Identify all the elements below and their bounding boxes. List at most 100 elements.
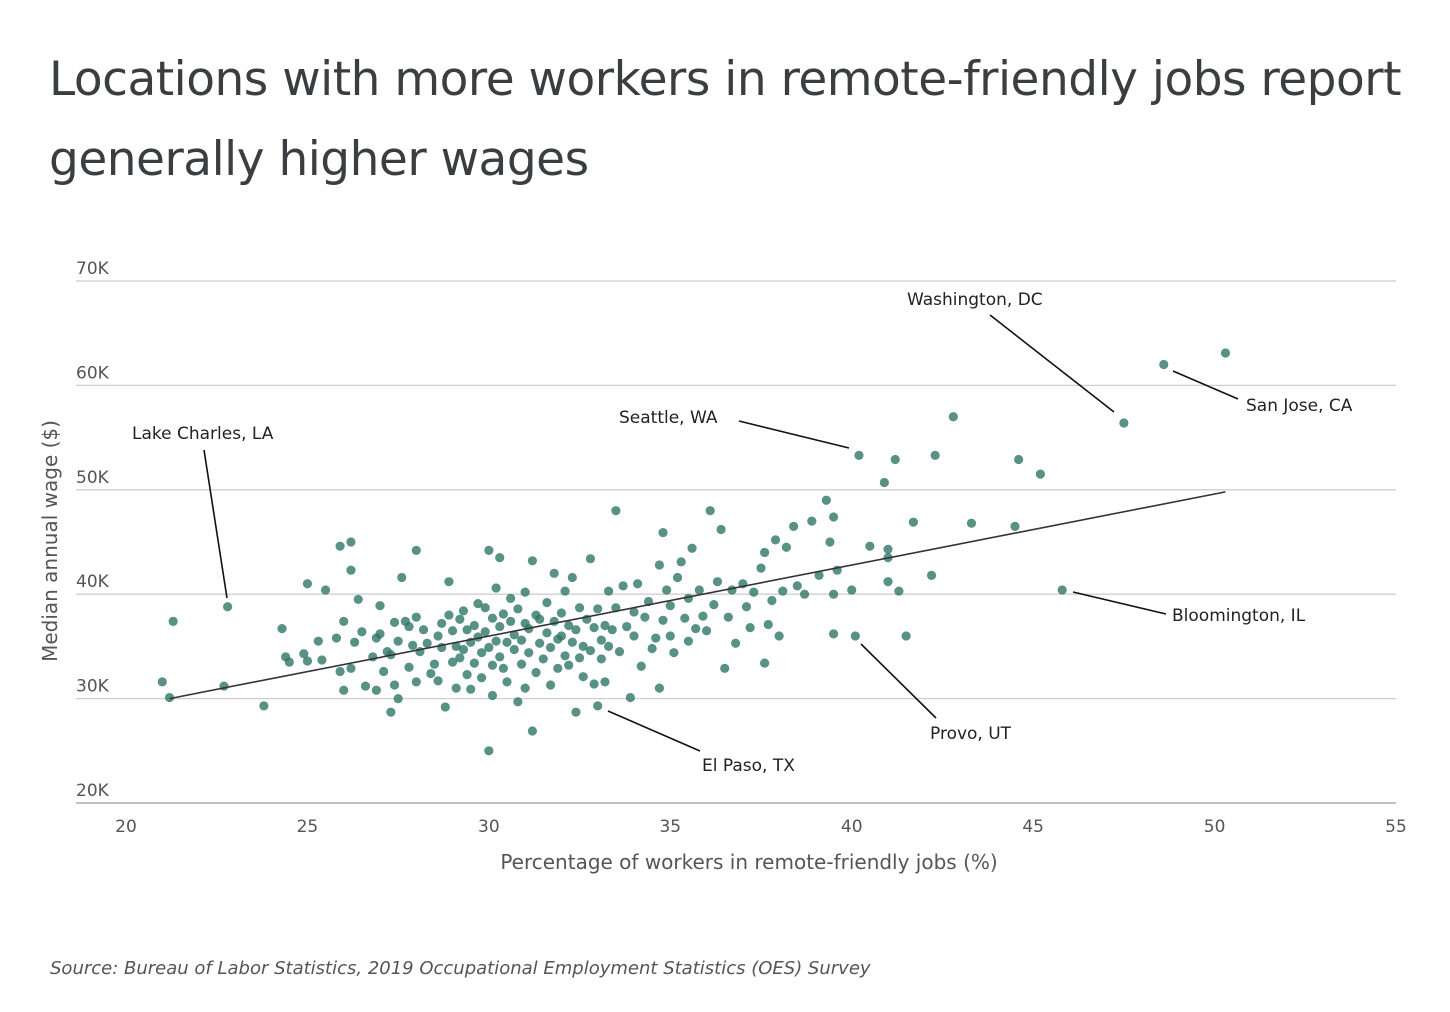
data-point [535,614,545,624]
data-point [760,658,770,668]
data-point [350,637,360,647]
data-point [890,454,900,465]
data-point [691,624,701,634]
data-point [658,615,668,625]
data-point [480,627,490,637]
x-tick-label: 40 [841,817,863,837]
data-point [444,610,454,620]
annotation-leader-line [860,643,937,719]
data-point [346,663,356,673]
data-point [335,666,345,677]
data-point [393,636,403,646]
data-point [469,658,479,668]
data-point [339,685,349,695]
x-tick-label: 20 [115,817,137,837]
data-point [1035,469,1045,479]
data-point [571,625,581,635]
data-point [440,702,450,712]
data-point [455,653,465,663]
data-point [625,692,635,703]
data-point [1010,521,1020,531]
data-point [901,631,911,641]
data-point [828,589,839,599]
data-point [807,516,817,526]
data-point [600,620,610,631]
data-point [665,631,675,641]
data-point [509,630,519,640]
data-point [520,587,530,597]
data-point [1057,585,1067,595]
data-point [966,518,977,528]
annotation-label: El Paso, TX [702,756,795,776]
data-point [1159,359,1169,370]
data-point [437,618,447,629]
data-point [564,620,574,631]
data-point [418,625,429,635]
data-point [604,641,614,652]
y-tick-label: 20K [76,781,110,801]
data-point [596,635,606,645]
data-point [1220,348,1231,358]
data-point [680,613,690,623]
data-points [157,348,1231,756]
data-point [389,680,400,690]
data-point [502,677,512,687]
data-point [302,579,313,589]
data-point [749,587,759,597]
y-tick-label: 60K [76,363,110,383]
data-point [633,579,643,589]
data-point [763,619,773,630]
data-point [353,594,363,605]
y-tick-label: 50K [76,468,110,488]
data-point [411,677,421,687]
data-point [379,666,389,677]
data-point [516,659,527,669]
data-point [527,726,538,736]
data-point [466,684,476,694]
data-point [908,517,919,527]
data-point [883,577,893,587]
y-tick-label: 30K [76,677,110,697]
data-point [484,746,494,756]
data-point [320,585,331,595]
data-point [716,524,726,535]
data-point [495,652,505,662]
x-axis-tick-labels: 20 25 30 35 40 45 50 55 [115,817,1407,837]
trend-line-group [169,491,1226,700]
data-point [647,643,657,654]
data-point [578,672,588,682]
data-point [593,701,603,711]
data-point [411,545,421,555]
data-point [760,547,770,558]
data-point [299,649,309,659]
data-point [487,660,498,670]
data-point [720,663,730,673]
data-point [654,683,665,693]
data-point [567,637,577,647]
annotation-label: Lake Charles, LA [132,424,274,444]
data-point [346,537,356,547]
data-point [556,631,567,641]
data-point [498,609,508,619]
data-point [778,586,788,596]
data-point [669,648,679,658]
data-point [542,597,552,608]
data-point [458,606,469,616]
data-point [828,629,839,639]
data-point [524,648,534,658]
annotation-leader-line [989,314,1115,413]
data-point [593,604,603,614]
data-point [847,585,857,595]
annotation-leader-line [1172,370,1239,400]
x-axis-title: Percentage of workers in remote-friendly… [500,850,997,874]
data-point [792,581,802,591]
data-point [498,663,508,673]
data-point [157,677,167,687]
source-note: Source: Bureau of Labor Statistics, 2019… [50,958,871,979]
data-point [284,657,294,667]
data-point [404,662,414,672]
data-point [948,412,958,422]
data-point [164,692,175,703]
data-point [662,585,672,595]
data-point [705,506,715,516]
